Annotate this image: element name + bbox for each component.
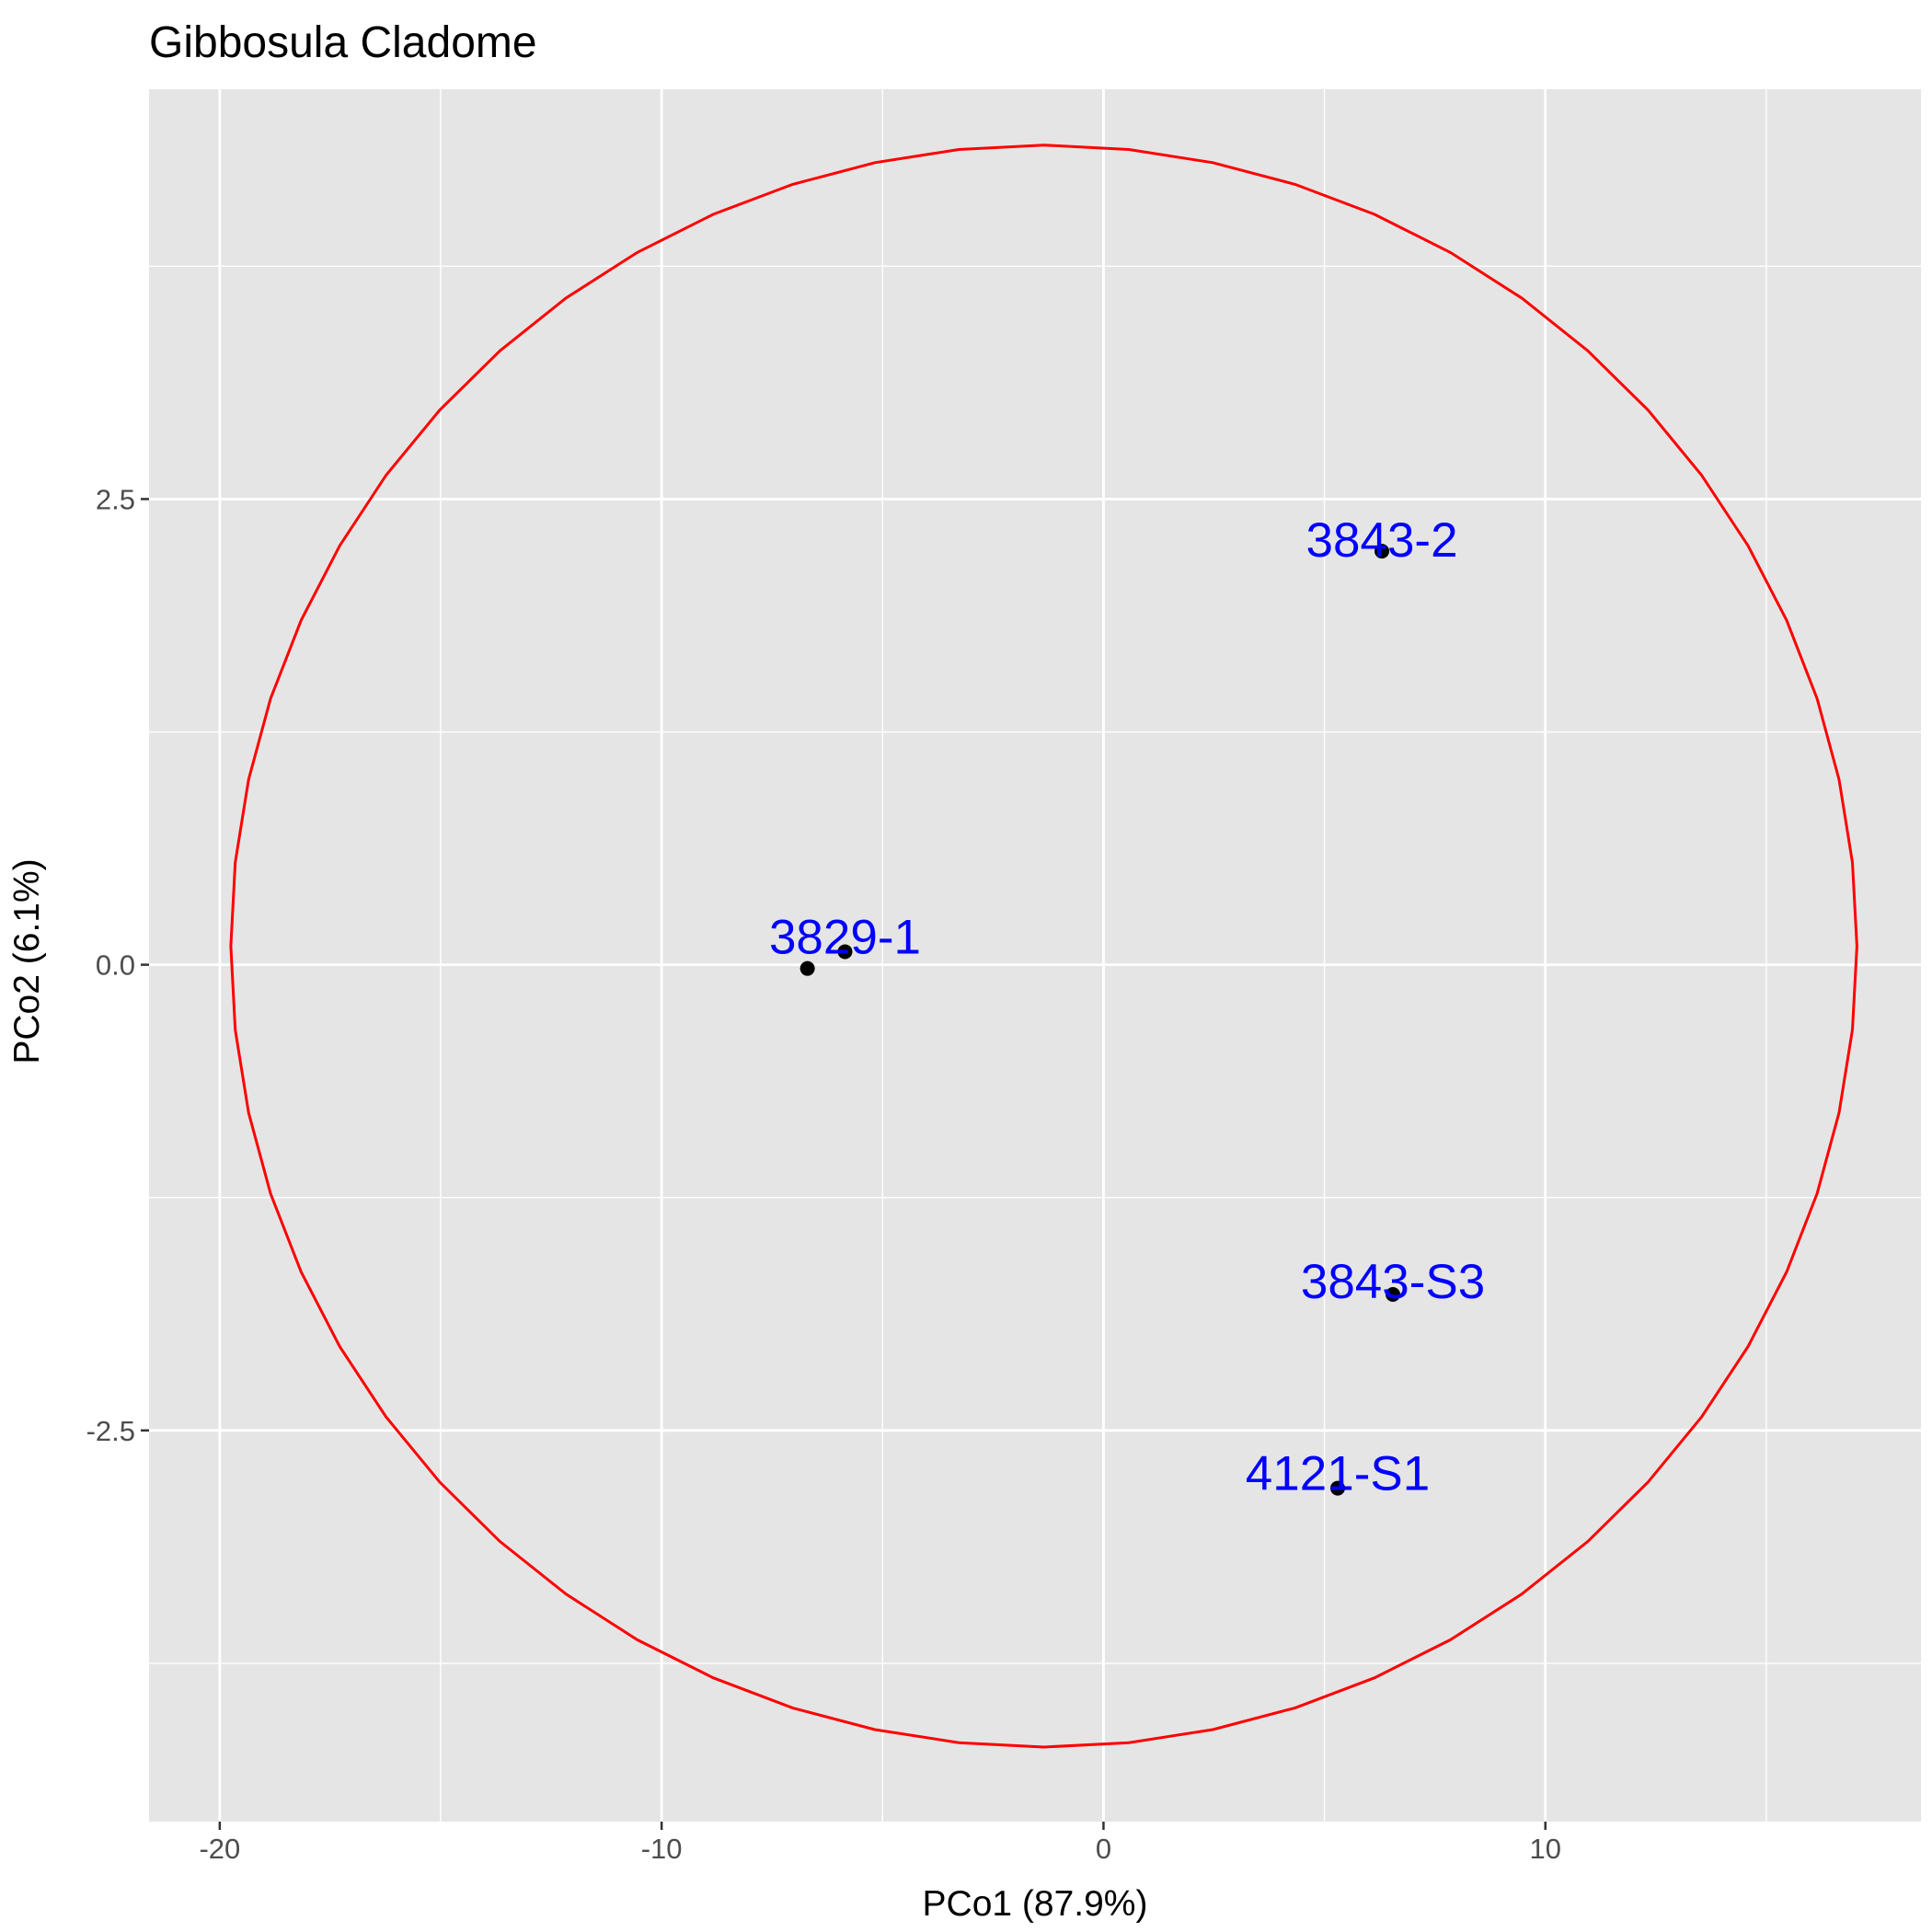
x-tick-label: 10 [1530, 1833, 1561, 1865]
data-point [1374, 544, 1390, 559]
point-label: 3829-1 [769, 910, 921, 964]
x-tick-label: -10 [641, 1833, 683, 1865]
y-tick-label: -2.5 [86, 1415, 135, 1447]
x-tick-label: 0 [1096, 1833, 1111, 1865]
grid-lines [149, 89, 1921, 1822]
confidence-ellipse [229, 144, 1858, 1749]
y-tick-label: 0.0 [96, 949, 135, 982]
data-point [837, 944, 853, 960]
axes: -20 -10 0 10 -2.5 0.0 2.5 [86, 483, 1561, 1865]
data-point [1330, 1480, 1346, 1496]
data-point [1386, 1287, 1401, 1303]
point-label: 3843-2 [1306, 513, 1458, 568]
x-tick-label: -20 [199, 1833, 240, 1865]
point-labels: 3829-1 3843-2 3843-S3 4121-S1 [769, 513, 1485, 1501]
point-label: 4121-S1 [1246, 1446, 1430, 1501]
y-tick-label: 2.5 [96, 483, 135, 515]
data-points [799, 544, 1401, 1496]
point-label: 3843-S3 [1301, 1255, 1485, 1309]
plot-panel [149, 89, 1921, 1822]
chart-title: Gibbosula Cladome [149, 18, 537, 67]
x-axis-title: PCo1 (87.9%) [923, 1884, 1148, 1924]
confidence-ellipse-group [229, 144, 1858, 1749]
data-point [799, 960, 815, 976]
y-axis-title: PCo2 (6.1%) [7, 858, 47, 1064]
